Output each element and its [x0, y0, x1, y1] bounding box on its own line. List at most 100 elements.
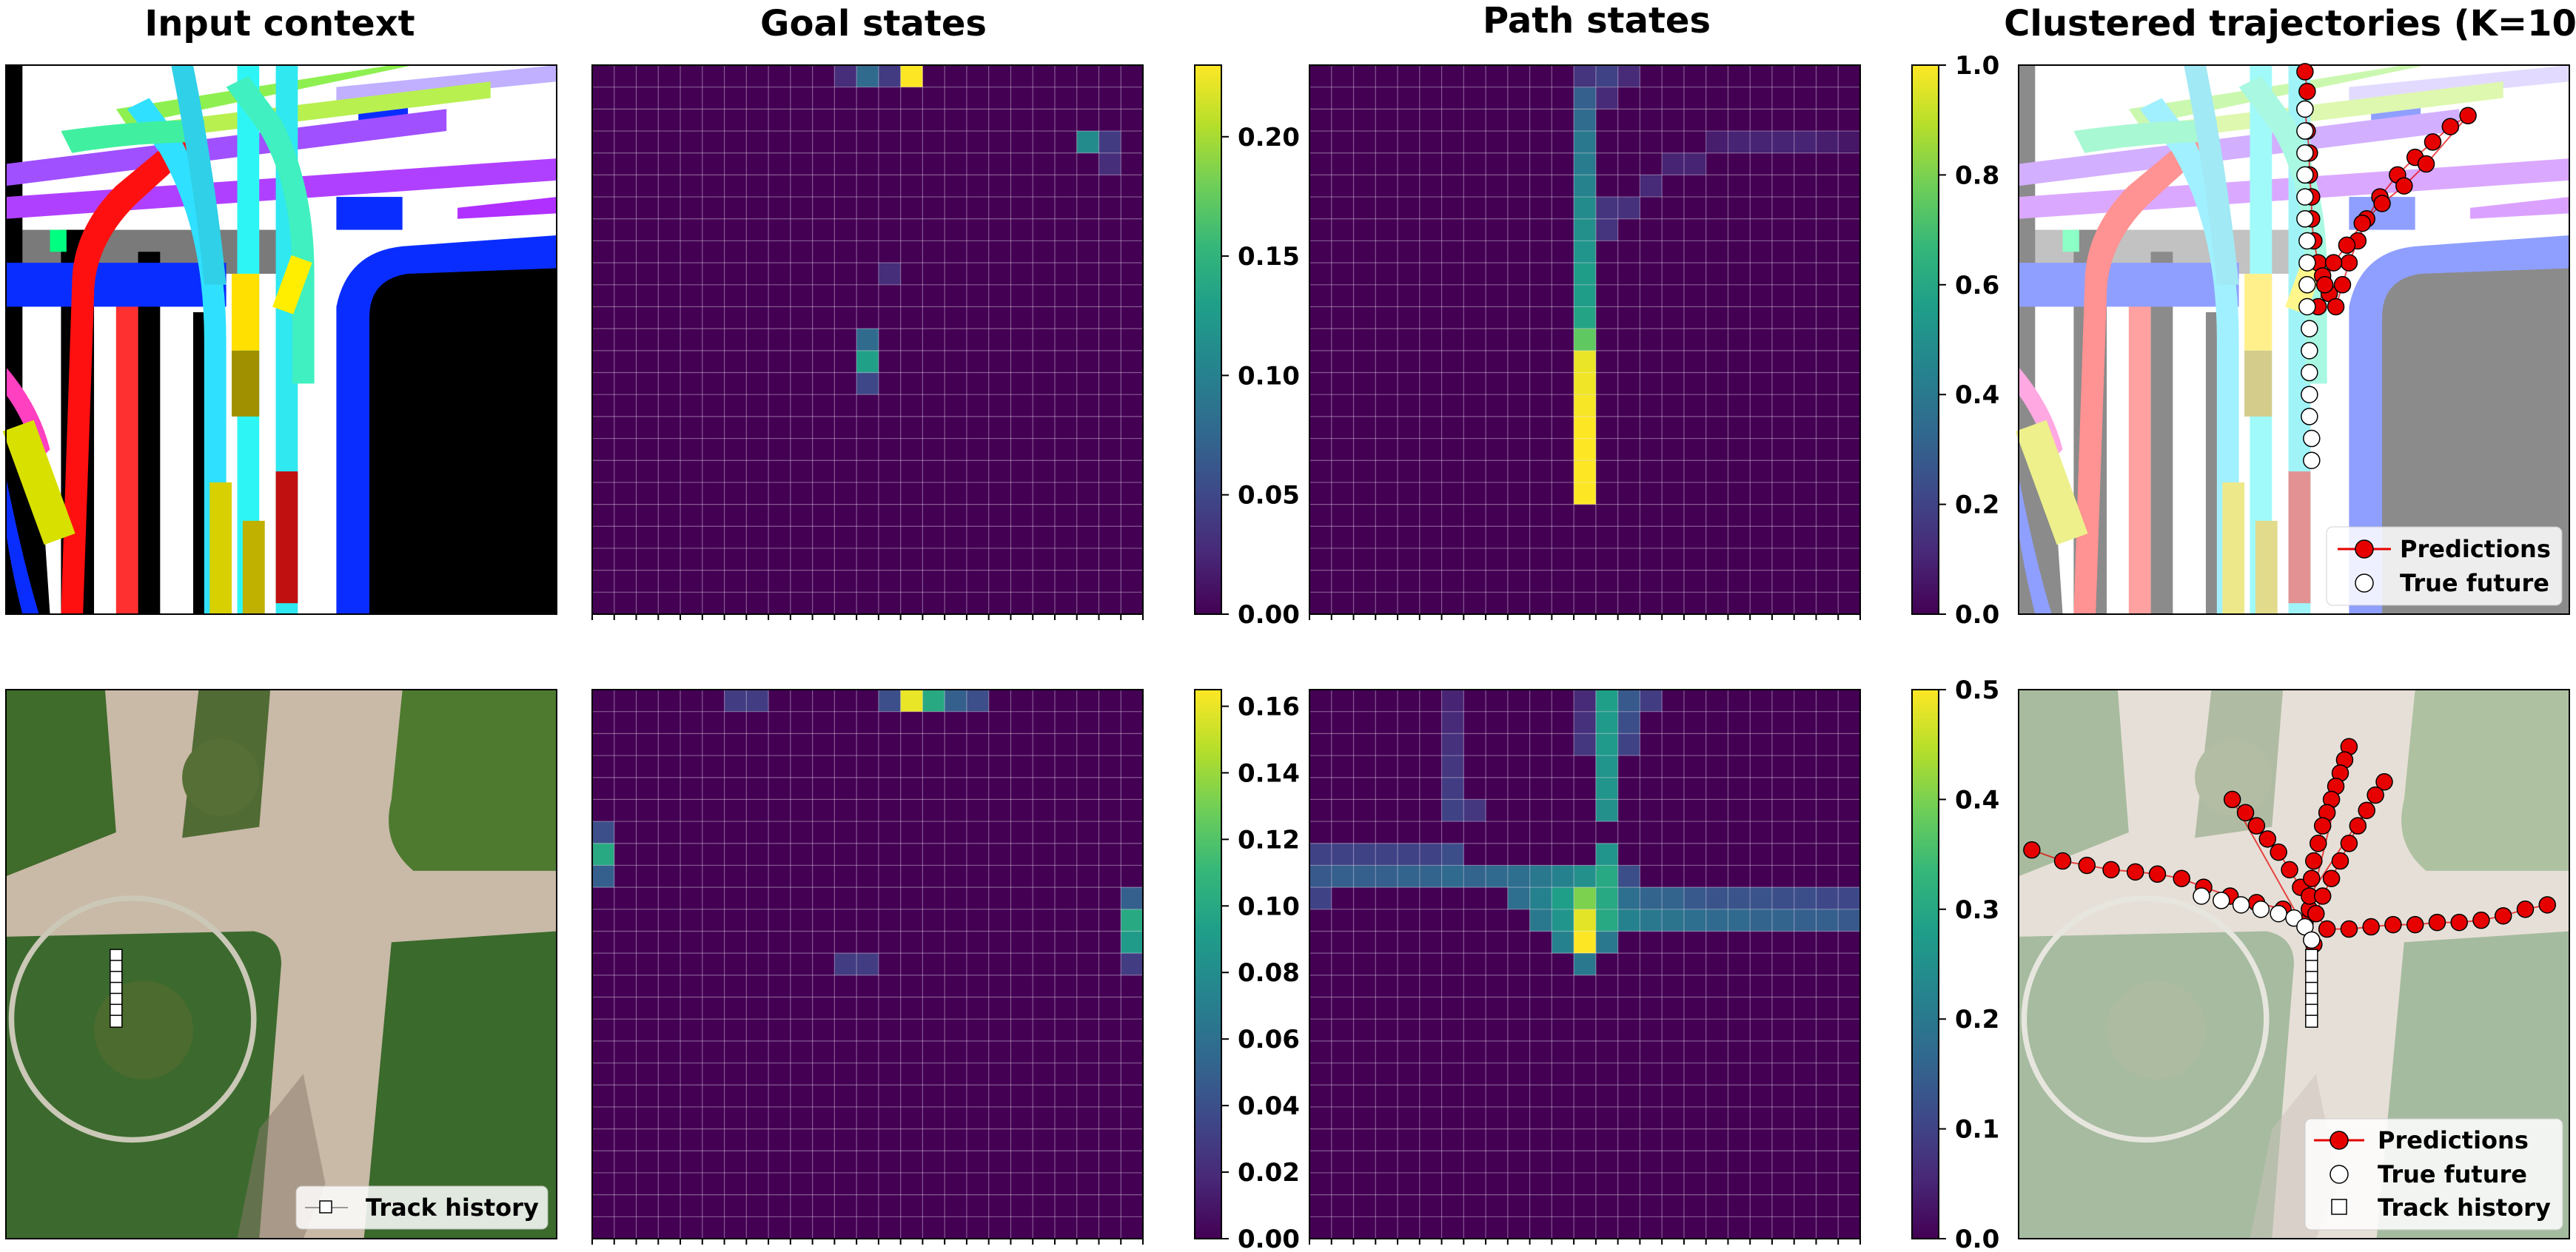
heatmap-cell	[1574, 865, 1596, 888]
predictions-point	[2307, 904, 2325, 923]
predictions-point	[2305, 852, 2323, 870]
heatmap-cell	[1838, 909, 1860, 932]
heatmap-cell	[1574, 197, 1596, 219]
heatmap-cell	[1486, 865, 1508, 888]
heatmap-cell	[1441, 755, 1464, 778]
heatmap-cell	[1552, 865, 1574, 888]
heatmap-cell	[1309, 887, 1332, 909]
heatmap-cell	[724, 690, 747, 712]
heatmap-cell	[1771, 131, 1794, 153]
heatmap-cell	[1507, 887, 1530, 909]
heatmap-cell	[834, 65, 857, 87]
row2-path-states-colorbar: 0.0 0.1 0.2 0.3 0.4 0.5	[1911, 676, 1999, 1252]
heatmap-cell	[1574, 438, 1596, 461]
heatmap-cell	[1574, 733, 1596, 756]
heatmap-cell	[1728, 909, 1751, 932]
predictions-point	[2417, 155, 2435, 173]
heatmap-cell	[900, 690, 923, 712]
heatmap-cell	[1794, 887, 1817, 909]
heatmap-cell	[1595, 799, 1618, 822]
true-future-point	[2301, 320, 2318, 337]
heatmap-cell	[1595, 865, 1618, 888]
predictions-point	[2358, 801, 2375, 819]
row1-path-states-heatmap	[1309, 64, 1861, 620]
true-future-point	[2270, 904, 2287, 923]
heatmap-cell	[1617, 711, 1640, 734]
heatmap-cell	[1595, 843, 1618, 866]
predictions-point	[2450, 913, 2468, 932]
predictions-point	[2318, 920, 2336, 938]
colorbar-tick-label: 0.0	[1955, 1225, 1999, 1252]
colorbar-tick-label: 0.00	[1238, 1225, 1300, 1252]
heatmap-cell	[1617, 65, 1640, 87]
colorbar-tick-label: 0.04	[1238, 1091, 1300, 1121]
track-history-point	[2305, 1003, 2318, 1017]
heatmap-cell	[1099, 131, 1121, 153]
legend-true-future-marker	[2355, 573, 2374, 593]
colorbar-tick-label: 0.00	[1238, 600, 1300, 630]
predictions-point	[2313, 887, 2332, 905]
predictions-point	[2315, 276, 2334, 294]
heatmap-cell	[1640, 909, 1663, 932]
heatmap-cell	[878, 263, 901, 285]
colorbar-tick-label: 0.10	[1238, 892, 1300, 921]
predictions-point	[2406, 915, 2424, 934]
heatmap-cell	[1574, 131, 1596, 153]
predictions-point	[2516, 901, 2535, 918]
predictions-point	[2340, 254, 2358, 272]
heatmap-cell	[1816, 887, 1839, 909]
heatmap-frame	[591, 689, 1144, 1239]
row2-trajectory-markers	[2023, 738, 2556, 1028]
heatmap-frame	[1309, 689, 1861, 1239]
true-future-point	[2296, 188, 2314, 206]
true-future-point	[2298, 297, 2316, 316]
heatmap-cell	[1331, 865, 1354, 888]
predictions-point	[2395, 177, 2413, 195]
colorbar-tick-label: 0.06	[1238, 1025, 1300, 1054]
heatmap-cell	[1595, 909, 1618, 932]
colorbar-gradient	[1194, 689, 1222, 1239]
heatmap-cell	[1441, 777, 1464, 800]
predictions-point	[2173, 869, 2190, 887]
row2-input-legend: Track history	[295, 1185, 549, 1230]
colorbar-tick-label: 0.8	[1955, 161, 1999, 190]
row1-traj-legend: Predictions True future	[2326, 526, 2563, 606]
track-history-point	[2305, 992, 2318, 1006]
colorbar-tick-label: 0.0	[1955, 600, 1999, 630]
heatmap-cell	[1617, 887, 1640, 909]
heatmap-cell	[1595, 690, 1618, 712]
heatmap-cell	[1375, 843, 1398, 866]
heatmap-cell	[1750, 131, 1772, 153]
predictions-point	[2494, 906, 2512, 925]
heatmap-cell	[1574, 109, 1596, 132]
row2-goal-states-colorbar: 0.00 0.02 0.04 0.06 0.08 0.10 0.12 0.14 0.16	[1194, 689, 1300, 1252]
heatmap-cell	[1121, 887, 1143, 909]
heatmap-cell	[878, 65, 901, 87]
predictions-point	[2236, 804, 2255, 821]
predictions-point	[2538, 896, 2556, 914]
true-future-point	[2301, 363, 2318, 382]
heatmap-cell	[922, 690, 945, 712]
heatmap-cell	[1353, 865, 1376, 888]
heatmap-frame	[591, 64, 1144, 615]
heatmap-cell	[1617, 865, 1640, 888]
predictions-point	[2373, 195, 2391, 212]
heatmap-cell	[1574, 350, 1596, 373]
predictions-point	[2441, 118, 2460, 135]
row1-goal-states-colorbar: 0.00 0.05 0.10 0.15 0.20	[1194, 64, 1300, 630]
heatmap-cell	[1574, 263, 1596, 285]
predictions-point	[2313, 817, 2332, 835]
row2-path-states-heatmap	[1309, 689, 1861, 1245]
heatmap-cell	[1662, 887, 1684, 909]
predictions-point	[2340, 835, 2358, 852]
row2-traj-legend: Predictions True future Track history	[2304, 1118, 2563, 1231]
heatmap-cell	[1121, 953, 1143, 975]
colorbar-tick-label: 0.4	[1955, 785, 1999, 815]
heatmap-cell	[1574, 175, 1596, 198]
colorbar-tick-label: 0.02	[1238, 1158, 1300, 1188]
heatmap-cell	[1552, 931, 1574, 954]
predictions-point	[2338, 236, 2356, 255]
heatmap-cell	[1574, 482, 1596, 505]
predictions-point	[2126, 863, 2144, 881]
track-history-point	[2305, 960, 2318, 973]
